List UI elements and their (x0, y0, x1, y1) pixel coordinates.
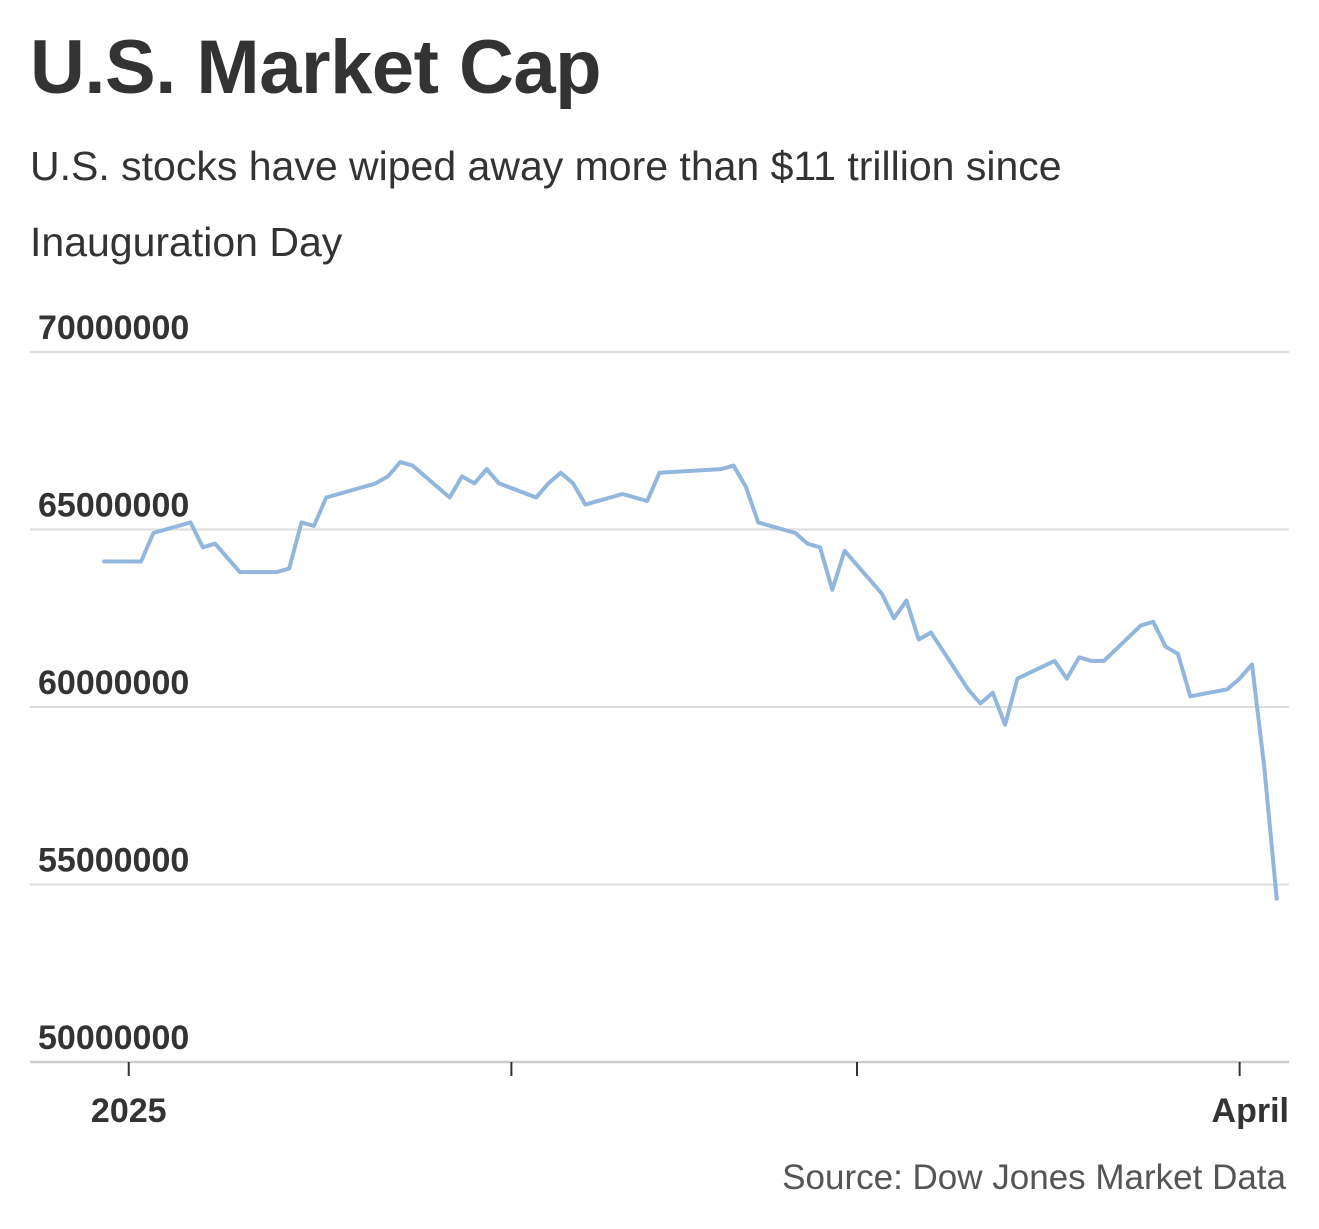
y-axis-ticks: 70000000 65000000 60000000 55000000 50000000 (38, 309, 189, 1057)
series-layer (102, 460, 1279, 901)
x-tick-label: 2025 (91, 1092, 167, 1130)
gridlines (30, 351, 1289, 1064)
y-tick-label: 50000000 (38, 1019, 189, 1057)
y-tick-label: 70000000 (38, 309, 189, 347)
series-line (102, 460, 1279, 901)
source-note: Source: Dow Jones Market Data (782, 1158, 1286, 1197)
line-chart: 70000000 65000000 60000000 55000000 50000000… (30, 309, 1289, 1130)
chart-subtitle: U.S. stocks have wiped away more than $1… (30, 143, 1062, 265)
x-axis-ticks: 2025 April (91, 1062, 1289, 1130)
y-tick-label: 60000000 (38, 664, 189, 702)
x-tick-label: April (1212, 1092, 1289, 1130)
y-tick-label: 65000000 (38, 487, 189, 525)
chart-title: U.S. Market Cap (30, 25, 602, 110)
y-tick-label: 55000000 (38, 842, 189, 880)
